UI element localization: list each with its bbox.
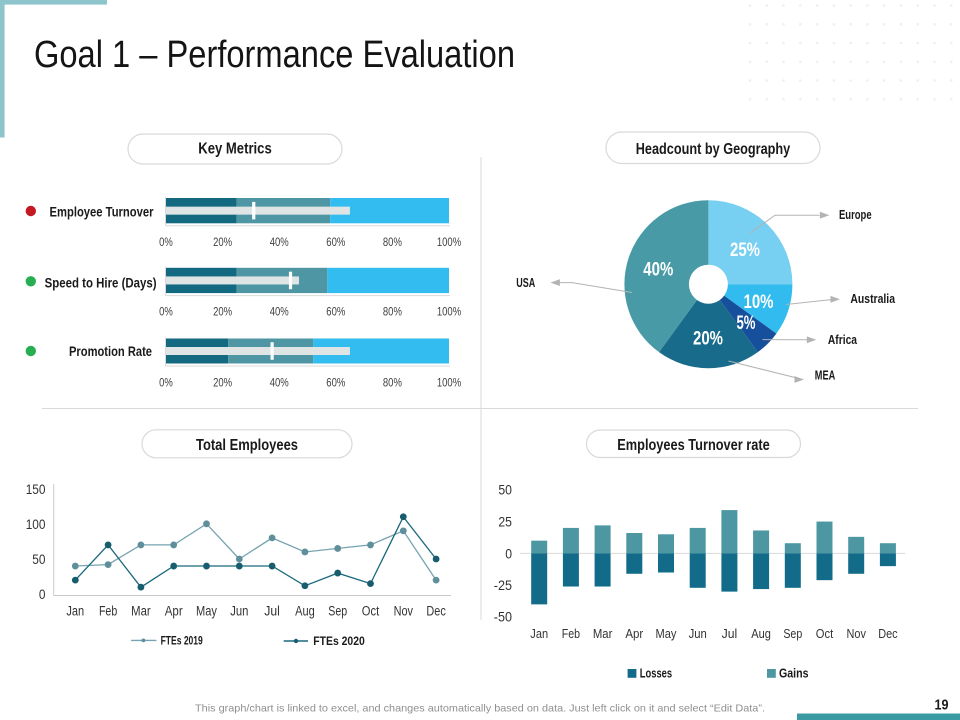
svg-text:Jul: Jul [722,626,738,641]
svg-text:FTEs 2020: FTEs 2020 [313,636,365,648]
svg-text:Headcount by Geography: Headcount by Geography [636,141,791,158]
svg-text:0%: 0% [159,378,173,390]
svg-text:10%: 10% [744,292,774,313]
svg-text:100%: 100% [437,307,461,319]
svg-text:40%: 40% [270,378,289,390]
svg-text:0: 0 [39,587,46,602]
svg-text:Feb: Feb [99,603,117,618]
svg-text:Goal 1 – Performance Evaluatio: Goal 1 – Performance Evaluation [34,34,515,76]
svg-text:40%: 40% [270,237,289,249]
svg-text:Jan: Jan [66,603,84,618]
svg-text:This graph/chart is linked to: This graph/chart is linked to excel, and… [195,703,765,715]
svg-text:-25: -25 [494,578,512,593]
svg-text:Total Employees: Total Employees [196,437,298,454]
svg-text:Employees Turnover rate: Employees Turnover rate [617,437,770,454]
svg-text:MEA: MEA [815,369,835,383]
svg-text:Jun: Jun [230,603,248,618]
svg-text:20%: 20% [213,307,232,319]
svg-text:100: 100 [26,517,46,532]
svg-text:Sep: Sep [783,626,802,641]
svg-text:-50: -50 [494,610,512,625]
svg-text:Jan: Jan [530,626,548,641]
svg-text:Australia: Australia [850,292,895,306]
svg-text:May: May [196,603,217,618]
svg-text:20%: 20% [213,378,232,390]
svg-text:80%: 80% [383,378,402,390]
svg-text:60%: 60% [326,237,345,249]
svg-text:60%: 60% [326,378,345,390]
svg-text:20%: 20% [693,328,723,349]
svg-text:19: 19 [935,697,949,714]
svg-text:40%: 40% [643,260,673,281]
svg-text:40%: 40% [270,307,289,319]
svg-text:Nov: Nov [847,626,867,641]
svg-text:100%: 100% [437,237,461,249]
svg-text:100%: 100% [437,378,461,390]
svg-text:20%: 20% [213,237,232,249]
svg-text:150: 150 [26,482,46,497]
svg-text:Oct: Oct [362,603,380,618]
svg-text:80%: 80% [383,307,402,319]
svg-text:Employee Turnover: Employee Turnover [50,203,154,219]
svg-text:Europe: Europe [839,208,872,222]
svg-text:USA: USA [516,276,535,290]
svg-text:Nov: Nov [394,603,414,618]
svg-text:25: 25 [498,515,512,530]
svg-text:Feb: Feb [562,626,580,641]
svg-text:Africa: Africa [828,333,858,347]
svg-text:Apr: Apr [625,626,643,641]
svg-text:60%: 60% [326,307,345,319]
svg-text:Mar: Mar [593,626,613,641]
svg-text:25%: 25% [730,240,760,261]
svg-text:Jun: Jun [689,626,707,641]
svg-text:FTEs 2019: FTEs 2019 [161,636,203,648]
svg-text:80%: 80% [383,237,402,249]
svg-text:Oct: Oct [816,626,834,641]
svg-text:Dec: Dec [878,626,898,641]
svg-text:Promotion Rate: Promotion Rate [69,343,152,359]
svg-text:Mar: Mar [131,603,151,618]
svg-text:Key Metrics: Key Metrics [198,141,272,158]
svg-text:0%: 0% [159,307,173,319]
svg-text:50: 50 [498,483,512,498]
svg-text:0%: 0% [159,237,173,249]
svg-text:50: 50 [32,552,45,567]
svg-text:Gains: Gains [779,667,809,681]
svg-text:Jul: Jul [264,603,280,618]
svg-text:Losses: Losses [640,667,672,681]
svg-text:0: 0 [505,546,512,561]
svg-text:Sep: Sep [328,603,347,618]
svg-text:Speed to Hire (Days): Speed to Hire (Days) [45,275,157,291]
svg-text:Apr: Apr [165,603,183,618]
svg-text:May: May [656,626,677,641]
svg-text:Dec: Dec [426,603,446,618]
svg-text:Aug: Aug [295,603,315,618]
svg-text:Aug: Aug [751,626,771,641]
svg-text:5%: 5% [737,313,756,334]
